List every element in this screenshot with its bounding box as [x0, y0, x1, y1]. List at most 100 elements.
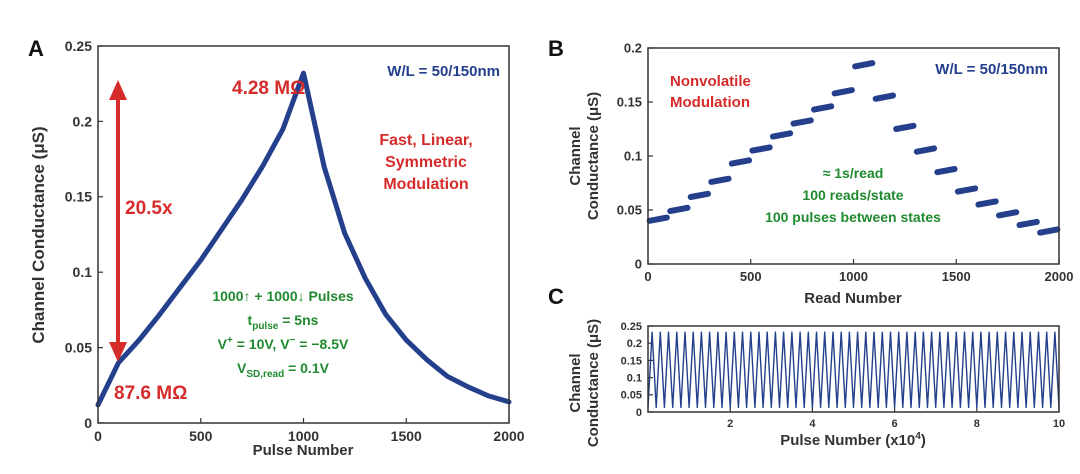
chart-c-xlabel: Pulse Number (x104)	[780, 431, 926, 449]
chart-a-ytick-label-5: 0.25	[65, 38, 92, 54]
pulses-between-label: 100 pulses between states	[765, 209, 941, 225]
ratio-label: 20.5x	[125, 198, 173, 219]
chart-b-state-2	[687, 190, 711, 200]
chart-b-marks	[646, 60, 1061, 236]
panel-label-b: B	[548, 36, 564, 61]
chart-c-ytick-label-0: 0	[636, 407, 642, 419]
chart-c-xtick-label-3: 8	[974, 418, 980, 430]
chart-b-state-6	[769, 130, 794, 140]
chart-a-xlabel: Pulse Number	[253, 442, 354, 459]
r-low-label: 87.6 MΩ	[114, 383, 187, 404]
chart-a: 0 500 1000 1500 2000 0 0.05 0.1 0.15 0.2 0.25 Puls…	[29, 38, 525, 459]
chart-a-ytick-label-4: 0.2	[73, 113, 93, 129]
desc-line-2: Symmetric	[385, 154, 467, 171]
chart-a-ytick-label-3: 0.15	[65, 189, 92, 205]
chart-b-state-17	[996, 209, 1020, 219]
voltage-line: V+ = 10V, V− = −8.5V	[218, 335, 349, 352]
chart-a-ytick-label-1: 0.05	[65, 340, 92, 356]
chart-c-ytick-label-1: 0.05	[621, 390, 642, 402]
down-arrow-icon: ↓	[298, 288, 305, 304]
nonvolatile-line-2: Modulation	[670, 94, 750, 111]
chart-b-state-9	[831, 87, 855, 97]
desc-line-3: Modulation	[383, 176, 468, 193]
reads-label: 100 reads/state	[802, 187, 903, 203]
chart-c-ytick-label-4: 0.2	[627, 338, 642, 350]
chart-a-xtick-label-3: 1500	[391, 428, 422, 444]
chart-c-ylabel-1: Channel	[567, 353, 584, 412]
nonvolatile-line-1: Nonvolatile	[670, 73, 751, 90]
chart-b-state-3	[708, 175, 732, 185]
wl-label-a: W/L = 50/150nm	[387, 63, 500, 80]
chart-a-xtick-label-0: 0	[94, 428, 102, 444]
vsd-base: V	[237, 360, 247, 376]
chart-b-state-8	[811, 103, 835, 113]
chart-b-ytick-label-3: 0.15	[617, 95, 642, 110]
chart-b-xtick-label-1: 500	[740, 269, 762, 284]
chart-c-xtick-label-0: 2	[727, 418, 733, 430]
volt-mid: = 10V, V	[233, 336, 290, 352]
tpulse-val: = 5ns	[278, 312, 318, 328]
chart-b-state-18	[1016, 218, 1040, 229]
chart-b-xlabel: Read Number	[804, 290, 902, 307]
vsd-line: VSD,read = 0.1V	[237, 360, 330, 380]
chart-c-xlabel-main: Pulse Number (x10	[780, 432, 915, 449]
chart-b-state-0	[646, 214, 670, 224]
chart-b: 0 500 1000 1500 2000 0 0.05 0.1 0.15 0.2 Read Num…	[567, 41, 1073, 307]
tpulse-sub: pulse	[252, 321, 279, 332]
chart-c-xtick-label-2: 6	[892, 418, 898, 430]
tpulse-line: tpulse = 5ns	[248, 312, 319, 332]
tpulse-base: t	[248, 312, 253, 328]
pulses-line: 1000↑ + 1000↓ Pulses	[212, 288, 354, 304]
up-arrow-icon: ↑	[244, 288, 251, 304]
chart-b-state-14	[934, 166, 958, 176]
chart-b-state-11	[872, 92, 896, 102]
chart-b-ytick-label-2: 0.1	[624, 149, 642, 164]
chart-c-xtick-label-1: 4	[809, 418, 816, 430]
chart-a-ylabel: Channel Conductance (μS)	[29, 126, 48, 343]
chart-a-series-line	[95, 70, 512, 408]
chart-b-state-7	[790, 117, 814, 127]
chart-a-xtick-label-2: 1000	[288, 428, 319, 444]
chart-c-ticks: 2 4 6 8 10 0 0.05 0.1 0.15 0.2 0.25	[621, 321, 1066, 430]
chart-b-ytick-label-0: 0	[635, 257, 642, 272]
chart-b-ytick-label-1: 0.05	[617, 203, 642, 218]
chart-c-frame	[647, 325, 1060, 413]
chart-b-state-19	[1037, 226, 1061, 236]
pulses-word: Pulses	[305, 288, 354, 304]
chart-c-ytick-label-5: 0.25	[621, 321, 642, 333]
vsd-val: = 0.1V	[284, 360, 329, 376]
chart-b-ylabel-1: Channel	[567, 126, 584, 185]
chart-b-state-10	[852, 60, 876, 70]
chart-b-state-15	[954, 185, 979, 195]
chart-b-ticks: 0 500 1000 1500 2000 0 0.05 0.1 0.15 0.2	[617, 41, 1074, 284]
ratio-arrow-head-down	[109, 342, 127, 362]
chart-c-ylabel-2: Conductance (μS)	[585, 319, 602, 447]
chart-b-state-12	[893, 122, 917, 132]
desc-line-1: Fast, Linear,	[379, 132, 472, 149]
chart-a-ytick-label-0: 0	[84, 415, 92, 431]
chart-b-xtick-label-3: 1500	[942, 269, 971, 284]
pulses-down-count: + 1000	[251, 288, 298, 304]
chart-a-xtick-label-1: 500	[189, 428, 213, 444]
chart-c: 2 4 6 8 10 0 0.05 0.1 0.15 0.2 0.25 Pulse Number (…	[567, 319, 1065, 449]
chart-b-state-16	[975, 198, 999, 208]
chart-c-xtick-label-4: 10	[1053, 418, 1065, 430]
chart-b-ytick-label-4: 0.2	[624, 41, 642, 56]
chart-c-ytick-label-2: 0.1	[627, 372, 642, 384]
vsd-sub: SD,read	[246, 369, 284, 380]
chart-b-state-13	[913, 145, 938, 155]
r-high-label: 4.28 MΩ	[232, 78, 305, 99]
chart-b-xtick-label-0: 0	[644, 269, 651, 284]
chart-b-xtick-label-2: 1000	[839, 269, 868, 284]
rate-label: ≈ 1s/read	[823, 165, 884, 181]
chart-c-xlabel-close: )	[921, 432, 926, 449]
volt-minus: −	[290, 335, 296, 346]
chart-b-frame	[647, 47, 1060, 265]
chart-c-xlabel-exp: 4	[915, 431, 921, 442]
ratio-arrow-head-up	[109, 80, 127, 100]
chart-c-series-line	[647, 331, 1060, 409]
chart-a-frame	[97, 45, 510, 424]
panel-label-a: A	[28, 36, 44, 61]
chart-b-xtick-label-4: 2000	[1045, 269, 1074, 284]
